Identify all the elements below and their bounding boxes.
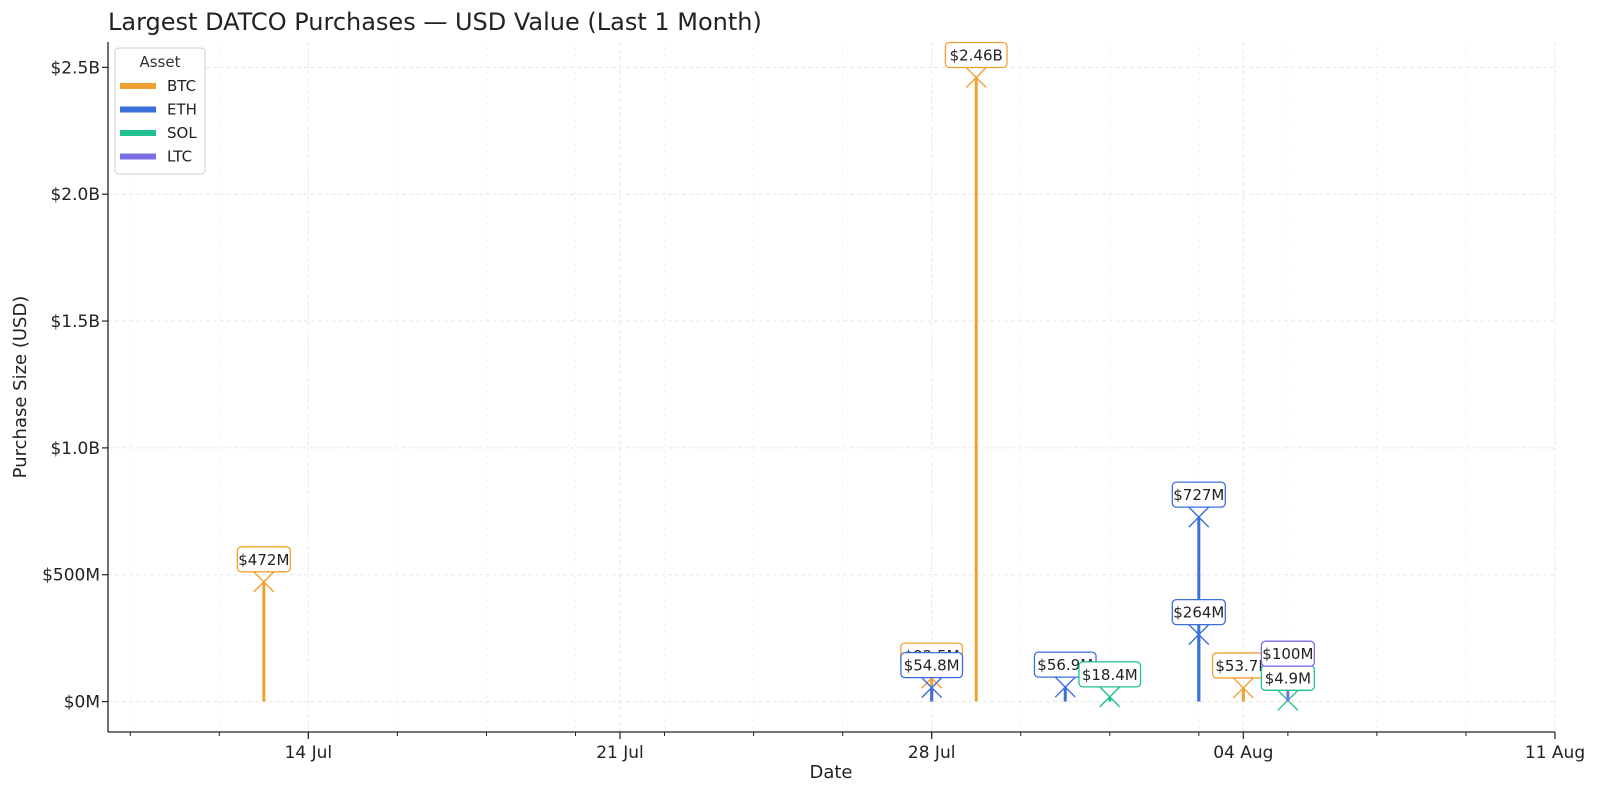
legend-item-btc: BTC <box>120 77 196 95</box>
stem-marker <box>921 677 943 699</box>
data-label-text: $2.46B <box>950 47 1003 65</box>
stem-marker <box>1232 677 1254 699</box>
data-label-btc: $472M <box>236 546 291 573</box>
stem-marker <box>965 67 987 89</box>
legend: Asset BTC ETH SOL LTC <box>114 47 206 175</box>
stem-btc <box>253 571 275 702</box>
legend-item-sol: SOL <box>120 124 197 142</box>
axes-layer <box>107 42 1555 733</box>
x-tick-label: 11 Aug <box>1525 743 1585 763</box>
data-label-eth: $54.8M <box>900 652 964 679</box>
legend-item-ltc: LTC <box>120 148 192 166</box>
stem-btc <box>965 67 987 702</box>
data-label-box <box>1260 640 1316 667</box>
y-tick-label: $2.0B <box>50 185 100 205</box>
stems-layer <box>253 67 1299 711</box>
data-label-box <box>236 546 291 573</box>
x-tick-label: 21 Jul <box>596 743 644 763</box>
stem-eth <box>1188 624 1210 702</box>
legend-items: BTC ETH SOL LTC <box>120 77 197 166</box>
y-tick-label: $0M <box>64 693 100 713</box>
data-label-box <box>900 652 964 679</box>
data-label-text: $18.4M <box>1082 666 1138 684</box>
stem-marker <box>253 571 275 593</box>
data-label-box <box>944 41 1008 69</box>
data-label-ltc: $100M <box>1260 640 1316 667</box>
data-label-text: $472M <box>238 551 289 569</box>
legend-box <box>114 47 206 175</box>
legend-title: Asset <box>139 53 180 71</box>
annotations-layer: $472M$92.5M$2.46B$53.7M$54.8M$56.9M$727M… <box>236 41 1316 691</box>
y-tick-label: $500M <box>42 566 100 586</box>
x-axis-label: Date <box>809 762 852 783</box>
x-tick-label: 28 Jul <box>908 743 956 763</box>
stem-marker <box>1188 624 1210 646</box>
stem-marker <box>1188 506 1210 528</box>
data-label-text: $264M <box>1173 604 1224 622</box>
legend-label: LTC <box>167 148 192 166</box>
data-label-text: $54.8M <box>904 657 960 675</box>
data-label-sol: $4.9M <box>1260 664 1316 691</box>
data-label-text: $727M <box>1173 486 1224 504</box>
chart-title: Largest DATCO Purchases — USD Value (Las… <box>108 8 762 36</box>
legend-item-eth: ETH <box>120 101 197 119</box>
stem-eth <box>921 677 943 702</box>
x-tick-label: 04 Aug <box>1213 743 1273 763</box>
x-tick-label: 14 Jul <box>285 743 333 763</box>
data-label-text: $4.9M <box>1265 669 1311 687</box>
y-axis-label: Purchase Size (USD) <box>10 296 31 479</box>
legend-label: BTC <box>167 77 196 95</box>
data-label-eth: $727M <box>1171 481 1226 508</box>
stem-btc <box>1232 677 1254 702</box>
grid-layer <box>108 42 1556 732</box>
data-label-box <box>1171 481 1226 508</box>
data-label-sol: $18.4M <box>1078 661 1142 688</box>
y-tick-label: $1.5B <box>50 312 100 332</box>
y-tick-label: $1.0B <box>50 439 100 459</box>
stem-marker <box>1099 686 1121 708</box>
legend-label: ETH <box>167 101 197 119</box>
data-label-text: $100M <box>1262 645 1313 663</box>
data-label-btc: $2.46B <box>944 41 1008 69</box>
stem-eth <box>1054 676 1076 702</box>
data-label-box <box>1078 661 1142 688</box>
ticks-layer: $0M $500M $1.0B $1.5B $2.0B $2.5B 14 Jul 21 Jul… <box>42 58 1585 763</box>
data-label-text: $53.7M <box>1215 657 1271 675</box>
data-label-btc: $53.7M <box>1211 652 1275 679</box>
legend-label: SOL <box>167 124 197 142</box>
stem-marker <box>1054 676 1076 698</box>
stem-sol <box>1099 686 1121 708</box>
data-label-eth: $264M <box>1171 598 1226 626</box>
data-label-box <box>1171 598 1226 626</box>
y-tick-label: $2.5B <box>50 58 100 78</box>
